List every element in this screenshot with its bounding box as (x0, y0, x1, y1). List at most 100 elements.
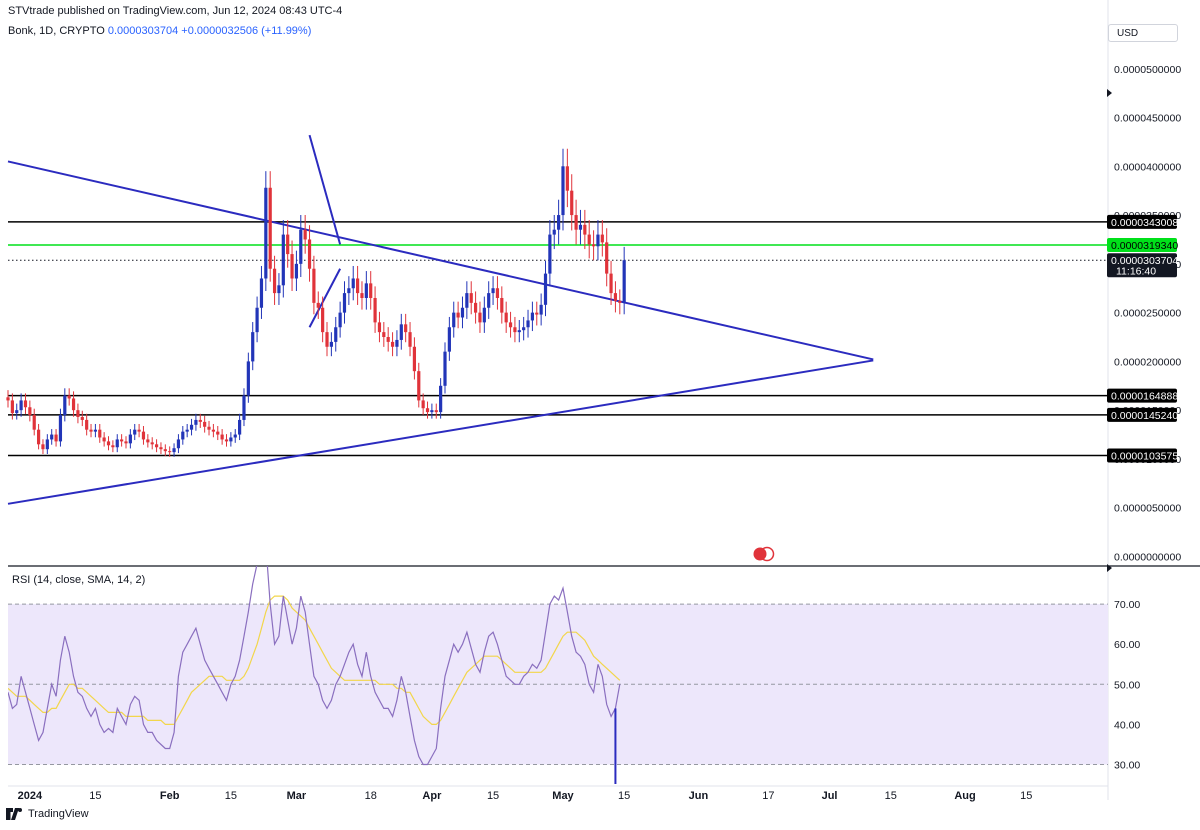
currency-button[interactable]: USD (1108, 24, 1178, 42)
candle-body (141, 431, 146, 440)
candle-body (316, 302, 320, 308)
candle-body (622, 260, 626, 303)
candle-body (460, 307, 465, 318)
candle-body (189, 424, 194, 430)
candle-body (539, 304, 543, 315)
candle-body (526, 320, 530, 328)
rsi-tick-label: 60.00 (1114, 639, 1140, 651)
candle-body (600, 234, 604, 243)
candle-body (220, 434, 224, 440)
candle-body (377, 322, 382, 333)
candle-body (80, 417, 84, 420)
rsi-tick-label: 40.00 (1114, 719, 1140, 731)
time-tick-label: Apr (422, 790, 442, 802)
candle-body (583, 224, 587, 235)
candle-body (216, 431, 220, 435)
candle-body (133, 429, 137, 435)
economic-event-icon (759, 546, 775, 562)
price-tick-label: 0.0000200000 (1114, 356, 1181, 368)
publisher-caption: STVtrade published on TradingView.com, J… (8, 5, 343, 17)
level-axis-label: 0.0000343008 (1111, 217, 1178, 229)
candle-body (286, 234, 290, 255)
time-tick-label: 15 (618, 790, 630, 802)
rsi-tick-label: 70.00 (1114, 599, 1140, 611)
candle-body (277, 285, 281, 294)
candle-body (303, 229, 307, 240)
time-tick-label: Jun (689, 790, 709, 802)
time-tick-label: 15 (89, 790, 101, 802)
candle-body (224, 439, 229, 442)
tradingview-brand[interactable]: TradingView (6, 808, 89, 820)
candle-body (535, 312, 539, 315)
candle-body (561, 166, 565, 216)
candle-body (255, 307, 259, 333)
tradingview-logo-icon (6, 808, 22, 820)
candle-body (356, 278, 360, 294)
candle-body (473, 302, 478, 313)
candle-body (71, 398, 76, 411)
time-tick-label: May (552, 790, 574, 802)
candle-body (425, 408, 430, 413)
brand-name: TradingView (28, 808, 89, 820)
candle-body (36, 429, 41, 445)
level-axis-label-bg (1107, 448, 1177, 463)
candle-body (487, 293, 491, 308)
candle-body (465, 293, 469, 308)
candle-body (102, 437, 106, 442)
candle-body (146, 439, 150, 443)
candle-body (211, 429, 215, 432)
candle-body (58, 415, 63, 442)
symbol-change: +0.0000032506 (+11.99%) (181, 25, 312, 37)
candle-body (268, 187, 272, 269)
candle-body (570, 190, 574, 216)
candle-body (106, 441, 111, 446)
candle-body (159, 447, 163, 450)
candle-body (307, 239, 312, 269)
level-axis-label-bg (1107, 214, 1177, 229)
symbol-price: 0.0000303704 (107, 25, 179, 37)
candle-body (168, 451, 172, 453)
rsi-tick-label: 50.00 (1114, 679, 1140, 691)
candle-body (41, 444, 45, 450)
time-tick-label: Aug (954, 790, 975, 802)
candle-body (67, 395, 71, 399)
candle-body (500, 297, 504, 313)
candle-body (32, 415, 36, 430)
trendline (308, 268, 342, 328)
symbol-name: Bonk, 1D, CRYPTO (8, 25, 105, 37)
rsi-tick-label: 30.00 (1114, 760, 1140, 772)
candle-body (150, 442, 154, 445)
candle-body (382, 332, 386, 338)
candle-body (233, 434, 237, 438)
candle-body (329, 341, 333, 347)
candle-body (478, 312, 482, 323)
candle-body (609, 273, 613, 294)
candle-body (618, 300, 622, 303)
time-tick-label: 17 (762, 790, 774, 802)
candle-body (386, 337, 390, 342)
candle-body (412, 346, 417, 372)
trendline (7, 160, 874, 361)
candle-body (605, 242, 609, 274)
candle-body (404, 324, 408, 333)
candle-body (517, 330, 521, 333)
candle-body (172, 448, 176, 453)
price-tick-label: 0.0000500000 (1114, 64, 1181, 76)
candle-body (495, 288, 500, 298)
candle-body (399, 324, 403, 340)
candle-body (439, 385, 443, 413)
level-axis-label: 0.0000164888 (1111, 391, 1178, 403)
candle-body (321, 307, 325, 333)
candle-body (128, 434, 132, 444)
candle-body (115, 439, 119, 448)
candle-body (513, 327, 517, 333)
time-tick-label: 15 (487, 790, 499, 802)
candle-body (548, 234, 552, 274)
candle-body (456, 312, 460, 318)
last-price-axis-label-bg (1107, 253, 1177, 278)
time-tick-label: 15 (1020, 790, 1032, 802)
candle-body (491, 288, 495, 294)
candle-body (50, 434, 54, 440)
candle-body (347, 288, 351, 294)
